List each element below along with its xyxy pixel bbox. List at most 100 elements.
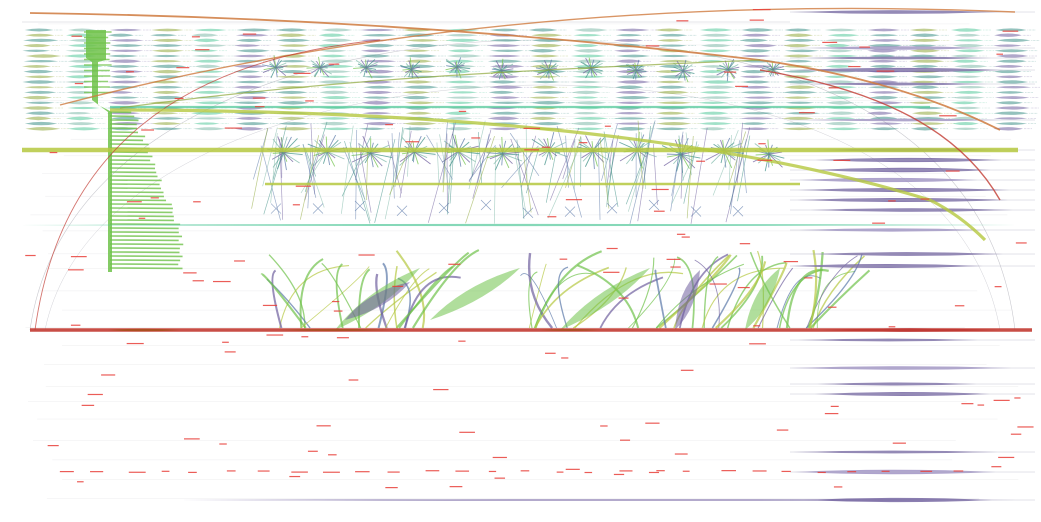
weave-lens [699,39,735,42]
node-label [680,369,694,371]
weave-lens [699,96,734,99]
star-cluster [752,139,785,172]
weave-lens [740,33,772,37]
node-label [824,412,839,415]
star-ray [370,153,374,168]
weave-lens [110,116,144,121]
grass-arc [534,266,610,329]
weave-lens [402,95,431,100]
grass-arc [271,269,283,329]
node-label [648,471,660,474]
weave-lens [361,101,392,105]
node-label [77,481,84,483]
node-label [804,277,813,279]
weave-lens [532,121,565,126]
node-label [74,82,84,85]
weave-lens [573,127,605,131]
star-ray [283,152,287,171]
weave-lens [909,33,940,37]
node-label [316,425,331,427]
weave-lens [321,38,353,43]
long-arcs [29,7,1016,331]
weave-lens [233,70,261,73]
node-label [618,297,629,299]
weave-lens [110,44,144,48]
mesh-edge [741,146,747,194]
weave-lens [615,85,644,89]
mesh-edge [476,134,490,185]
weave-lens [866,111,893,115]
weave-lens [826,54,859,58]
node-label [613,473,625,476]
node-label [892,442,906,444]
weave-lens [275,28,308,32]
grass-arc [279,265,350,329]
weave-lens [740,122,767,125]
weave-lens [655,117,692,120]
weave-lens [445,127,473,131]
star-ray [588,57,592,69]
mesh-edge [671,144,699,204]
node-label [752,8,771,11]
node-label [305,100,314,102]
star-ray [626,70,637,73]
star-ray [501,153,504,166]
node-label [176,67,190,69]
weave-lens [953,111,985,115]
mesh-edge [516,139,525,219]
grass-arc [385,268,430,329]
weave-lens [615,127,646,131]
star-ray [411,68,419,79]
node-label [523,127,541,129]
right-lens-stack [180,10,1035,503]
node-label [126,342,144,345]
node-label [653,210,665,212]
node-label [676,233,686,235]
weave-lens [531,75,559,78]
weave-lens [697,111,729,115]
weave-lens [656,101,692,105]
star-ray [590,67,603,75]
weave-lens [783,38,816,42]
node-label [257,470,270,472]
grass-arc [715,261,767,329]
node-label [81,404,95,406]
weave-lens [615,59,642,63]
star-ray [590,59,595,69]
orange-arc [59,7,1016,106]
weave-lens [447,49,475,53]
weave-lens [489,49,524,53]
star-ray [457,151,466,165]
mesh-edge [549,127,580,201]
weave-lens [656,80,685,84]
node-label [735,85,749,87]
weave-lens [866,75,899,79]
mesh-edge [629,120,656,225]
node-label [559,258,568,260]
mesh-edge [653,143,658,205]
weave-lens [697,101,729,105]
weave-lens [783,54,814,58]
grass-arc [268,254,306,329]
weave-lens [403,54,438,58]
weave-lens [25,33,55,37]
weave-lens [278,69,308,74]
weave-lens [950,28,983,32]
node-label [125,71,134,73]
node-label [817,471,826,474]
node-label [224,351,236,353]
weave-lens [445,117,473,120]
node-label [183,272,197,274]
weave-lens [276,127,312,131]
star-ray [275,65,288,68]
weave-lens [824,121,859,126]
node-label [776,429,789,431]
weave-lens [827,111,857,115]
weave-lens [362,59,397,63]
weave-lens [404,101,436,105]
weave-lens [275,80,307,84]
grass-arc [694,259,720,329]
mesh-edge [603,136,609,206]
weave-lens [698,122,733,126]
star-ray [414,151,431,165]
